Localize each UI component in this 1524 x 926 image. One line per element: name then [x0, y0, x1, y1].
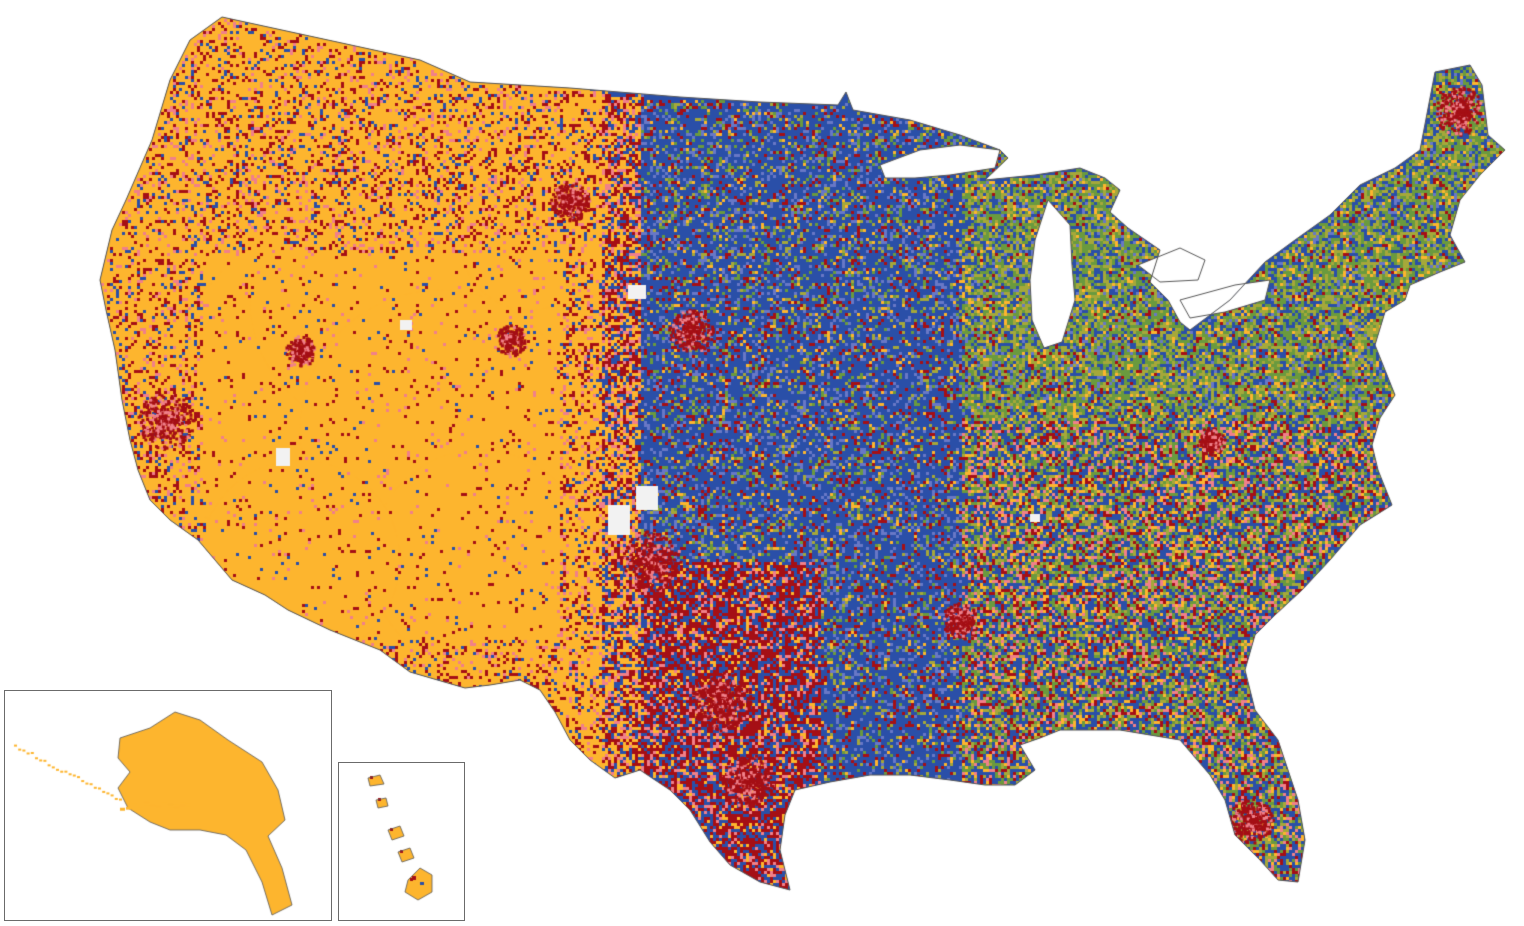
alaska-inset-frame — [4, 690, 332, 921]
hawaii-inset-frame — [338, 762, 465, 921]
